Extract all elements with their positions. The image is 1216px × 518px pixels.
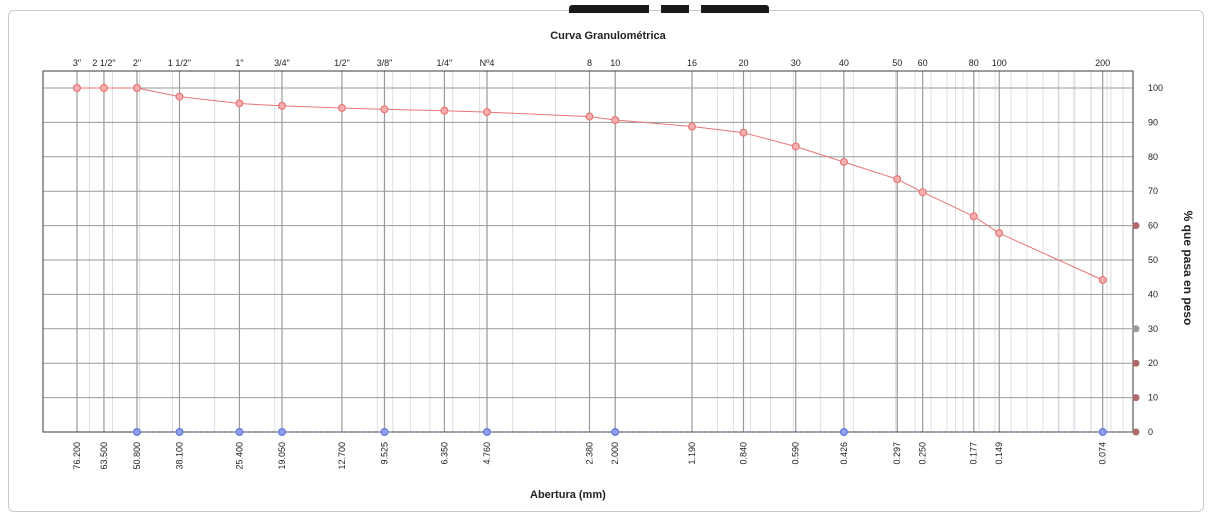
sieve-name-label: 60 (918, 58, 928, 68)
chart-title: Curva Granulométrica (550, 30, 666, 42)
right-axis-marker (1132, 222, 1140, 230)
passing-point (739, 128, 748, 137)
opening-tick-label: 1.190 (687, 442, 697, 465)
opening-tick-label: 2.000 (610, 442, 620, 465)
opening-tick-label: 50.800 (132, 442, 142, 470)
retained-point (839, 428, 848, 437)
retained-point (175, 428, 184, 437)
passing-point (839, 157, 848, 166)
retained-point (611, 428, 620, 437)
passing-point (380, 105, 389, 114)
opening-tick-label: 0.590 (791, 442, 801, 465)
opening-tick-label: 19.050 (277, 442, 287, 470)
y-tick-label: 50 (1148, 255, 1158, 265)
sieve-name-label: 1 1/2" (168, 58, 191, 68)
opening-tick-label: 9.525 (379, 442, 389, 465)
retained-point (1098, 428, 1107, 437)
opening-tick-label: 2.380 (585, 442, 595, 465)
sieve-name-label: 3" (73, 58, 81, 68)
sieve-name-label: 200 (1095, 58, 1110, 68)
sieve-name-label: 2" (133, 58, 141, 68)
passing-point (969, 212, 978, 221)
retained-point (380, 428, 389, 437)
sieve-name-label: 20 (738, 58, 748, 68)
sieve-name-label: 10 (610, 58, 620, 68)
y-tick-label: 60 (1148, 221, 1158, 231)
sieve-name-label: 80 (969, 58, 979, 68)
sieve-name-label: 40 (839, 58, 849, 68)
y-axis-title: % que pasa en peso (1181, 210, 1195, 326)
passing-point (440, 106, 449, 115)
sieve-name-label: 2 1/2" (92, 58, 115, 68)
right-axis-marker (1132, 359, 1140, 367)
passing-point (585, 112, 594, 121)
opening-tick-label: 0.074 (1098, 442, 1108, 465)
y-tick-label: 80 (1148, 152, 1158, 162)
opening-tick-label: 76.200 (72, 442, 82, 470)
sieve-name-label: 50 (892, 58, 902, 68)
opening-tick-label: 63.500 (99, 442, 109, 470)
passing-point (995, 229, 1004, 238)
right-axis-marker (1132, 325, 1140, 333)
passing-point (132, 83, 141, 92)
right-axis-marker (1132, 394, 1140, 402)
passing-point (99, 83, 108, 92)
opening-tick-label: 0.177 (969, 442, 979, 465)
sieve-name-label: 1/2" (334, 58, 350, 68)
sieve-name-label: Nº4 (480, 58, 495, 68)
x-axis-title: Abertura (mm) (530, 489, 606, 501)
y-tick-label: 0 (1148, 427, 1153, 437)
passing-point (175, 92, 184, 101)
plot-area-border (42, 70, 1134, 433)
opening-tick-label: 4.760 (482, 442, 492, 465)
sieve-name-label: 30 (791, 58, 801, 68)
opening-tick-label: 0.840 (738, 442, 748, 465)
y-tick-label: 30 (1148, 324, 1158, 334)
retained-point (132, 428, 141, 437)
right-axis-marker (1132, 428, 1140, 436)
y-tick-label: 70 (1148, 186, 1158, 196)
chart-frame (8, 5, 1204, 512)
sieve-name-label: 3/4" (274, 58, 290, 68)
sieve-name-label: 8 (587, 58, 592, 68)
opening-tick-label: 25.400 (234, 442, 244, 470)
passing-point (687, 122, 696, 131)
sieve-name-label: 1/4" (437, 58, 453, 68)
passing-point (611, 115, 620, 124)
y-tick-label: 10 (1148, 393, 1158, 403)
passing-point (235, 99, 244, 108)
passing-point (1098, 275, 1107, 284)
passing-point (791, 142, 800, 151)
passing-point (277, 101, 286, 110)
sieve-name-label: 3/8" (377, 58, 393, 68)
opening-tick-label: 0.426 (839, 442, 849, 465)
y-tick-label: 40 (1148, 289, 1158, 299)
opening-tick-label: 6.350 (439, 442, 449, 465)
sieve-name-label: 1" (235, 58, 243, 68)
opening-tick-label: 12.700 (337, 442, 347, 470)
passing-point (893, 175, 902, 184)
y-tick-label: 100 (1148, 83, 1163, 93)
opening-tick-label: 0.297 (892, 442, 902, 465)
passing-point (918, 188, 927, 197)
retained-point (483, 428, 492, 437)
y-tick-label: 90 (1148, 117, 1158, 127)
cropped-header-fragment (569, 5, 769, 13)
sieve-name-label: 16 (687, 58, 697, 68)
opening-tick-label: 0.250 (918, 442, 928, 465)
opening-tick-label: 38.100 (174, 442, 184, 470)
sieve-name-label: 100 (992, 58, 1007, 68)
passing-point (337, 103, 346, 112)
y-tick-label: 20 (1148, 358, 1158, 368)
passing-point (483, 108, 492, 117)
passing-point (72, 83, 81, 92)
retained-point (235, 428, 244, 437)
retained-point (277, 428, 286, 437)
opening-tick-label: 0.149 (994, 442, 1004, 465)
